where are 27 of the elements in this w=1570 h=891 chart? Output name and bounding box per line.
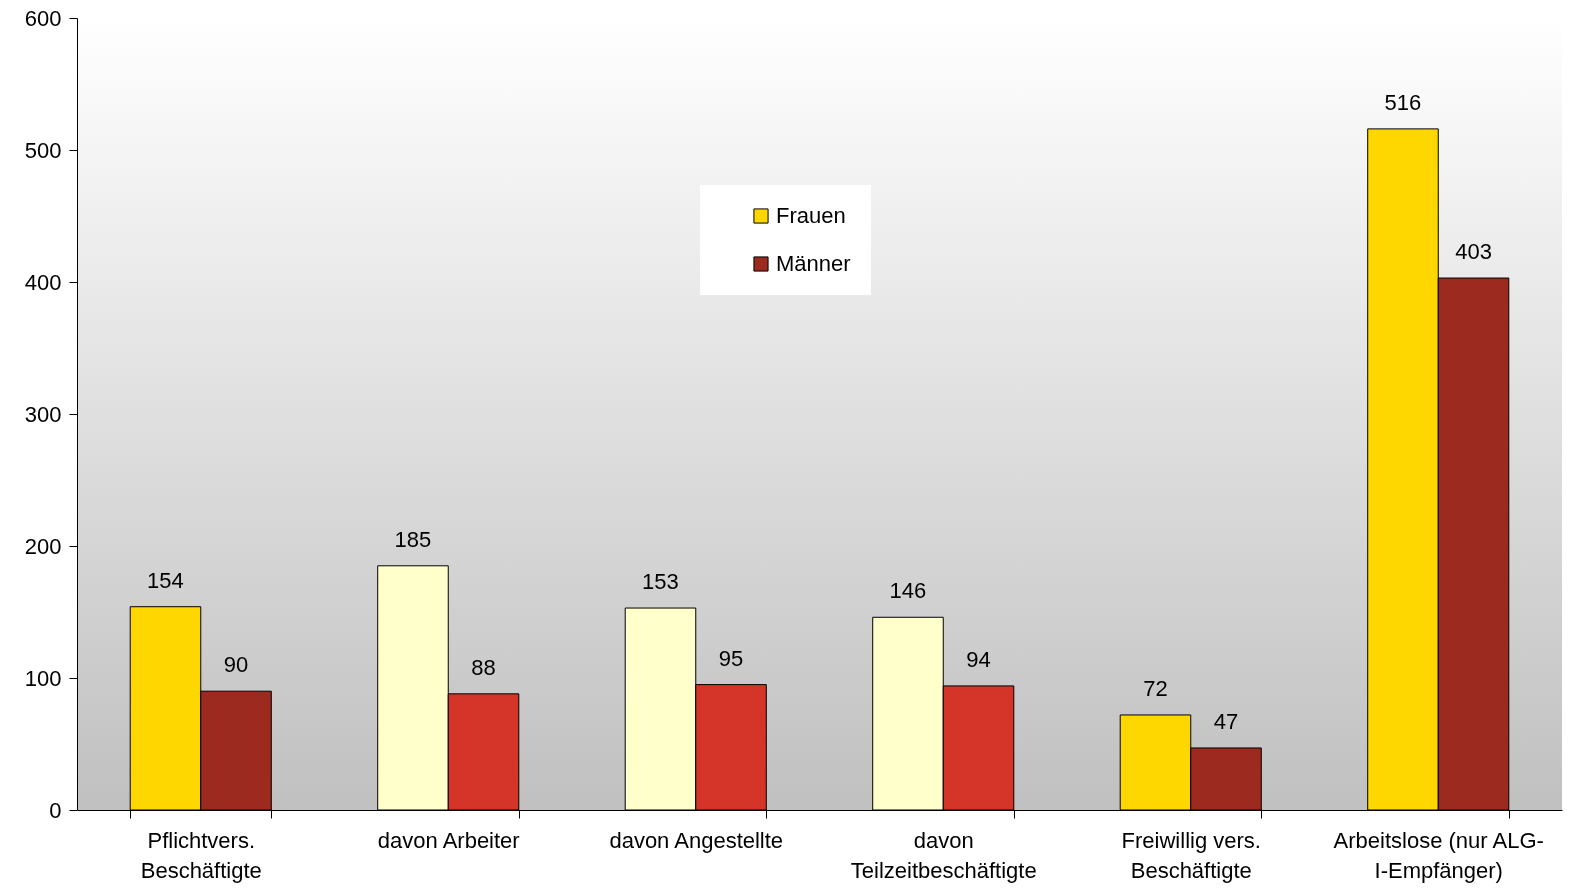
y-tick-label: 200	[24, 533, 62, 559]
y-tick-label: 0	[49, 797, 62, 823]
x-tick-label: Arbeitslose (nur ALG-I-Empfänger)	[1333, 827, 1544, 883]
y-tick-label: 300	[24, 401, 62, 427]
x-tick-label: davon Teilzeitbeschäftigte	[850, 827, 1037, 883]
legend-label: Frauen	[776, 203, 846, 228]
data-label: 88	[471, 654, 496, 680]
y-tick-label: 100	[24, 665, 62, 691]
y-tick-label: 400	[24, 269, 62, 295]
data-label: 90	[223, 652, 249, 678]
data-label: 516	[1384, 89, 1422, 115]
data-label: 185	[394, 526, 432, 552]
y-tick-label: 500	[24, 137, 62, 163]
data-label: 95	[718, 645, 744, 671]
data-label: 154	[147, 567, 184, 593]
data-label: 72	[1143, 675, 1168, 701]
data-label: 94	[966, 646, 991, 672]
data-label: 153	[642, 569, 679, 595]
x-tick-label: davon Angestellte	[609, 827, 784, 853]
data-label: 47	[1213, 708, 1239, 734]
data-label: 146	[889, 578, 927, 604]
x-tick-label: davon Arbeiter	[377, 827, 520, 853]
x-tick-label: Pflichtvers. Beschäftigte	[140, 827, 262, 883]
y-tick-label: 600	[24, 5, 62, 31]
data-label: 403	[1455, 239, 1492, 265]
legend-label: Männer	[776, 251, 851, 276]
x-tick-label: Freiwillig vers. Beschäftigte	[1121, 827, 1261, 883]
